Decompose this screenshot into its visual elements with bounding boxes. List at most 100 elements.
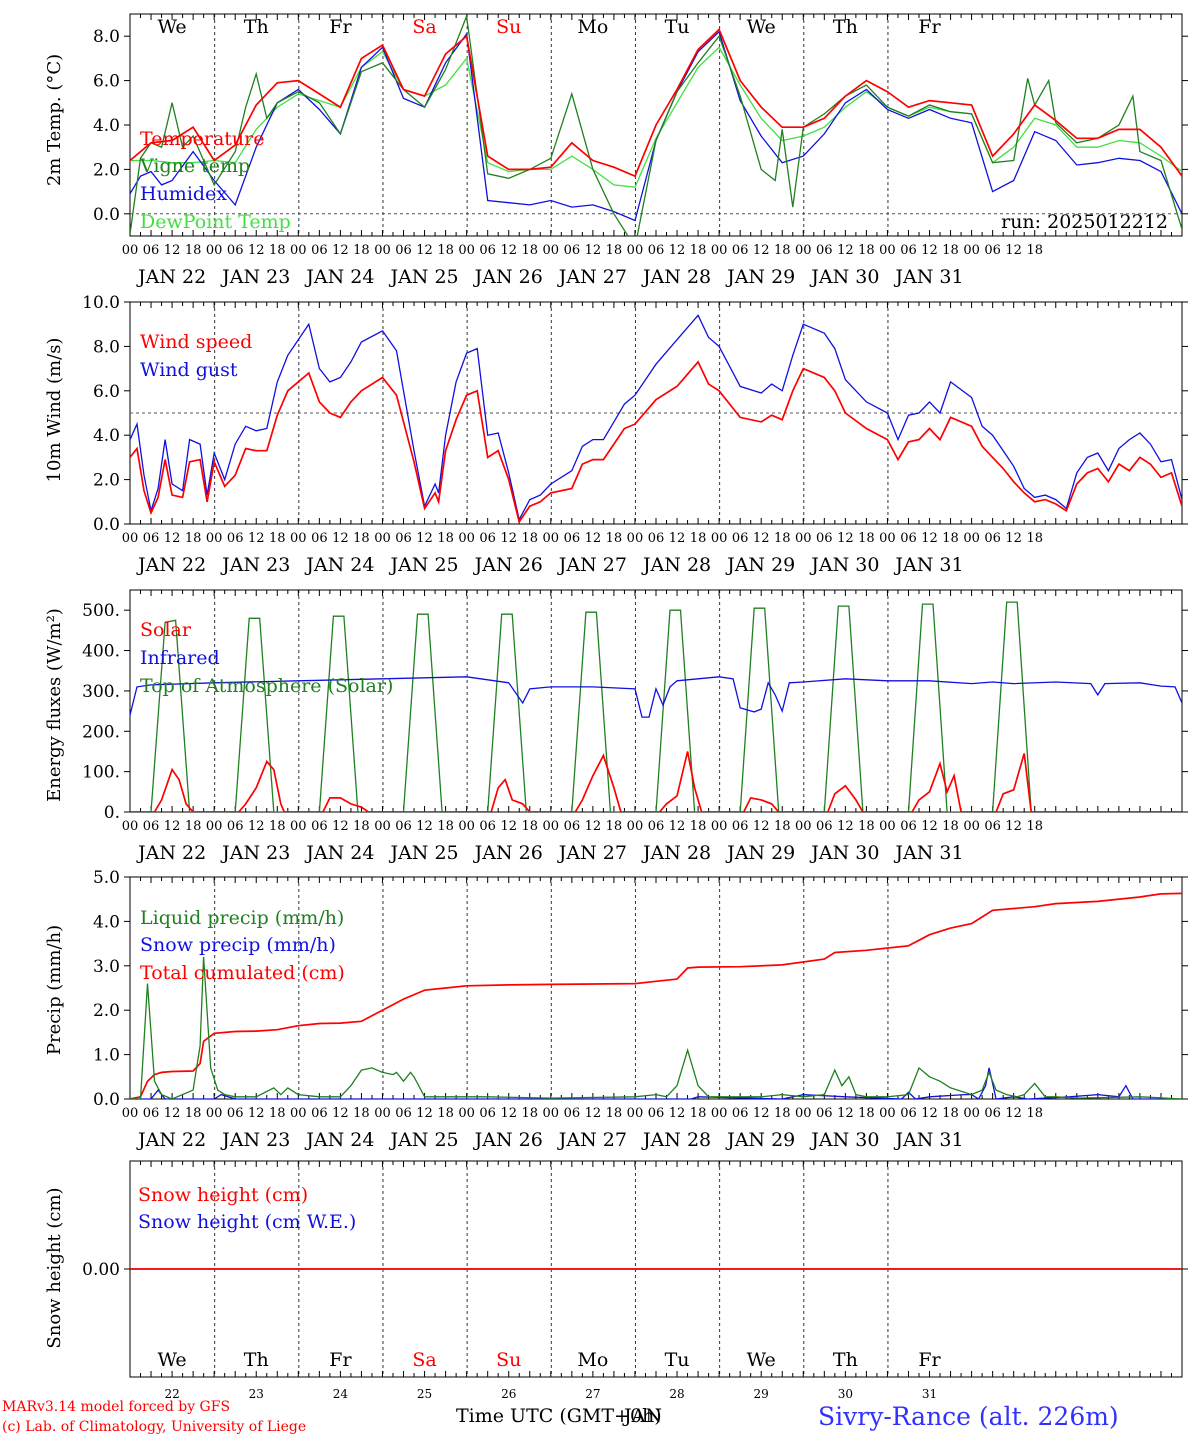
x-hour-label: 00 [627,1106,644,1121]
x-hour-label: 06 [900,243,917,258]
x-hour-label: 00 [627,819,644,834]
x-hour-label: 00 [627,243,644,258]
x-date-label: JAN 29 [725,554,795,576]
legend-entry: Top of Atmosphere (Solar) [140,675,393,697]
x-hour-label: 00 [963,1106,980,1121]
x-hour-label: 18 [858,1106,875,1121]
x-hour-label: 18 [437,1106,454,1121]
day-number-label: 28 [669,1387,684,1401]
x-date-label: JAN 27 [557,554,627,576]
x-hour-label: 12 [416,243,433,258]
y-tick-label: 400. [82,642,120,662]
x-hour-label: 18 [185,531,202,546]
x-hour-label: 00 [963,531,980,546]
x-hour-label: 12 [753,1106,770,1121]
day-of-week-label: Th [833,16,858,38]
y-tick-label: 8.0 [93,337,120,357]
legend-entry: DewPoint Temp [140,211,291,233]
x-hour-label: 06 [227,819,244,834]
x-hour-label: 06 [395,531,412,546]
x-date-label: JAN 28 [641,1129,711,1151]
x-hour-label: 00 [458,819,475,834]
y-axis-label: Snow height (cm) [44,1187,65,1348]
x-hour-label: 12 [500,243,517,258]
y-tick-label: 1.0 [93,1046,120,1066]
x-hour-label: 12 [921,531,938,546]
y-axis-label: 10m Wind (m/s) [44,338,65,483]
x-date-label: JAN 30 [809,842,879,864]
panel-5 [124,1160,1188,1378]
x-hour-label: 18 [858,819,875,834]
x-hour-label: 12 [837,531,854,546]
x-hour-label: 00 [458,1106,475,1121]
x-hour-label: 12 [837,819,854,834]
day-of-week-label: Tu [665,16,690,38]
x-hour-label: 12 [921,819,938,834]
x-hour-label: 06 [648,1106,665,1121]
day-of-week-label: We [157,1349,186,1371]
x-hour-label: 12 [164,531,181,546]
y-tick-label: 5.0 [93,868,120,888]
x-hour-label: 06 [648,243,665,258]
y-tick-label: 100. [82,763,120,783]
x-hour-label: 06 [479,819,496,834]
x-hour-label: 12 [669,819,686,834]
y-tick-label: 0. [104,803,120,823]
x-hour-label: 12 [332,1106,349,1121]
x-hour-label: 12 [332,243,349,258]
day-of-week-label: Th [244,1349,269,1371]
x-hour-label: 00 [795,1106,812,1121]
x-hour-label: 18 [269,819,286,834]
x-hour-label: 12 [585,1106,602,1121]
x-date-label: JAN 27 [557,842,627,864]
y-tick-label: 300. [82,682,120,702]
series-line-solar [130,751,1182,812]
model-credit: MARv3.14 model forced by GFS [2,1399,231,1415]
x-hour-label: 12 [164,819,181,834]
x-hour-label: 06 [816,243,833,258]
legend-entry: Liquid precip (mm/h) [140,907,344,929]
x-hour-label: 06 [732,1106,749,1121]
day-of-week-label: We [747,16,776,38]
x-hour-label: 12 [164,243,181,258]
x-hour-label: 00 [290,243,307,258]
x-hour-label: 00 [374,243,391,258]
x-hour-label: 00 [795,531,812,546]
x-hour-label: 12 [332,531,349,546]
x-hour-label: 18 [353,1106,370,1121]
x-hour-label: 18 [1026,819,1043,834]
y-tick-label: 3.0 [93,957,120,977]
x-hour-label: 18 [690,819,707,834]
x-hour-label: 12 [669,1106,686,1121]
x-hour-label: 06 [311,531,328,546]
x-hour-label: 18 [774,531,791,546]
x-hour-label: 00 [711,243,728,258]
day-number-label: 23 [249,1387,264,1401]
y-tick-label: 2.0 [93,471,120,491]
x-date-label: JAN 24 [304,266,374,288]
day-of-week-label: Su [496,16,521,38]
x-hour-label: 18 [690,1106,707,1121]
x-hour-label: 06 [732,531,749,546]
x-date-label: JAN 26 [473,554,543,576]
x-hour-label: 12 [416,1106,433,1121]
run-label: run: 2025012212 [1001,211,1168,233]
y-tick-label: 8.0 [93,27,120,47]
x-date-label: JAN 29 [725,842,795,864]
legend-entry: Snow precip (mm/h) [140,934,336,956]
x-hour-label: 00 [122,243,139,258]
series-line-total-cumulated-cm- [130,892,1182,1099]
day-number-label: 29 [754,1387,769,1401]
x-date-label: JAN 22 [136,1129,206,1151]
x-date-label: JAN 27 [557,1129,627,1151]
x-hour-label: 00 [122,819,139,834]
x-hour-label: 06 [732,819,749,834]
x-hour-label: 18 [774,819,791,834]
x-hour-label: 18 [942,819,959,834]
x-hour-label: 06 [143,531,160,546]
x-hour-label: 06 [900,1106,917,1121]
day-of-week-label: We [157,16,186,38]
series-line-liquid-precip-mm-h- [130,956,1182,1099]
day-of-week-label: Mo [577,16,608,38]
y-tick-label: 0.0 [93,515,120,535]
